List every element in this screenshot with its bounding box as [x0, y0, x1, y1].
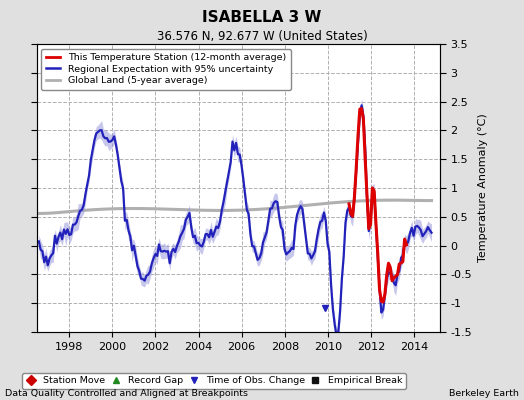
- Text: Berkeley Earth: Berkeley Earth: [449, 389, 519, 398]
- Text: 36.576 N, 92.677 W (United States): 36.576 N, 92.677 W (United States): [157, 30, 367, 43]
- Legend: Station Move, Record Gap, Time of Obs. Change, Empirical Break: Station Move, Record Gap, Time of Obs. C…: [23, 373, 406, 389]
- Text: Data Quality Controlled and Aligned at Breakpoints: Data Quality Controlled and Aligned at B…: [5, 389, 248, 398]
- Y-axis label: Temperature Anomaly (°C): Temperature Anomaly (°C): [478, 114, 488, 262]
- Text: ISABELLA 3 W: ISABELLA 3 W: [202, 10, 322, 25]
